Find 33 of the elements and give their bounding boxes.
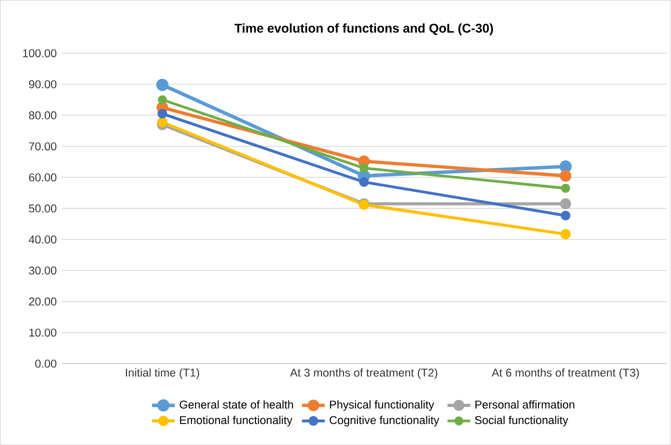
legend-label: Physical functionality: [330, 400, 434, 411]
y-tick-label: 80.00: [29, 111, 56, 120]
y-tick-label: 0.00: [35, 360, 56, 368]
legend-label: Social functionality: [475, 416, 568, 426]
y-tick-label: 100.00: [23, 49, 56, 58]
point: [158, 95, 167, 104]
point: [157, 116, 168, 128]
legend-label: Cognitive functionality: [330, 416, 440, 426]
point: [560, 198, 572, 210]
legend-label: Personal affirmation: [475, 400, 574, 409]
y-tick-label: 10.00: [29, 328, 56, 337]
y-tick-label: 40.00: [28, 235, 56, 244]
y-tick-label: 30.00: [28, 266, 56, 274]
x-tick-label: At 3 months of treatment (T2): [290, 368, 438, 379]
point: [559, 160, 572, 173]
point: [158, 108, 168, 119]
point: [561, 184, 570, 193]
point: [560, 170, 572, 182]
y-tick-label: 90.00: [29, 80, 56, 88]
y-tick-label: 60.00: [29, 173, 56, 182]
chart-title: Time evolution of functions and QoL (C-30): [234, 23, 493, 36]
x-tick-label: At 6 months of treatment (T3): [492, 368, 639, 379]
y-tick-label: 20.00: [29, 297, 56, 306]
y-tick-label: 50.00: [28, 204, 56, 212]
legend-label: Emotional functionality: [180, 416, 292, 426]
point: [156, 78, 168, 91]
legend-label: General state of health: [180, 400, 293, 409]
point: [359, 177, 369, 187]
point: [359, 163, 369, 173]
point: [560, 228, 571, 240]
point: [560, 210, 570, 220]
x-tick-label: Initial time (T1): [126, 368, 200, 379]
y-tick-label: 70.00: [29, 142, 56, 150]
